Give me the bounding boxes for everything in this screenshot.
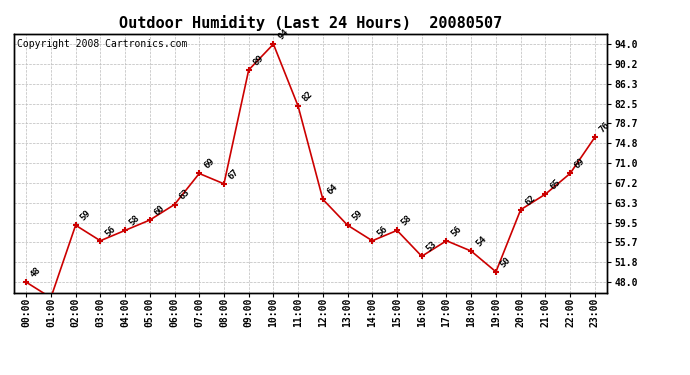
Text: 89: 89 xyxy=(251,53,266,67)
Text: 62: 62 xyxy=(524,193,538,207)
Text: 69: 69 xyxy=(202,157,216,171)
Text: 50: 50 xyxy=(499,255,513,269)
Text: 58: 58 xyxy=(400,214,414,228)
Text: 65: 65 xyxy=(548,177,562,191)
Text: 59: 59 xyxy=(79,209,92,222)
Text: 76: 76 xyxy=(598,120,611,135)
Text: 69: 69 xyxy=(573,157,587,171)
Text: 56: 56 xyxy=(449,224,463,238)
Text: 59: 59 xyxy=(351,209,364,222)
Text: 54: 54 xyxy=(474,234,488,248)
Text: 56: 56 xyxy=(103,224,117,238)
Text: 58: 58 xyxy=(128,214,142,228)
Text: 53: 53 xyxy=(424,240,439,254)
Text: 60: 60 xyxy=(152,203,166,217)
Text: Copyright 2008 Cartronics.com: Copyright 2008 Cartronics.com xyxy=(17,39,187,49)
Text: 67: 67 xyxy=(227,167,241,181)
Text: 64: 64 xyxy=(326,183,339,196)
Text: 56: 56 xyxy=(375,224,389,238)
Text: 48: 48 xyxy=(29,266,43,279)
Text: 45: 45 xyxy=(0,374,1,375)
Title: Outdoor Humidity (Last 24 Hours)  20080507: Outdoor Humidity (Last 24 Hours) 2008050… xyxy=(119,15,502,31)
Text: 94: 94 xyxy=(276,27,290,41)
Text: 63: 63 xyxy=(177,188,191,202)
Text: 82: 82 xyxy=(301,90,315,104)
